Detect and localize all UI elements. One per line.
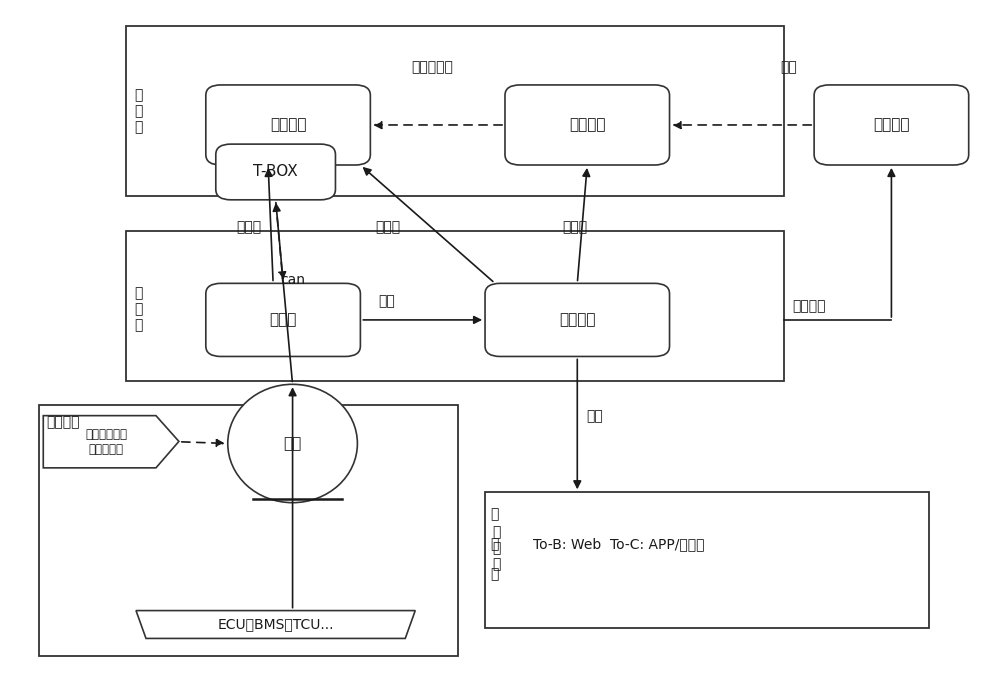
Text: 模
型
层: 模 型 层: [134, 88, 142, 135]
Text: 上线: 上线: [780, 61, 797, 75]
Polygon shape: [43, 416, 179, 468]
FancyBboxPatch shape: [485, 283, 670, 356]
Text: 自动化部署: 自动化部署: [411, 61, 453, 75]
Text: 天气、路况等
非行车数据: 天气、路况等 非行车数据: [85, 428, 127, 456]
Text: 离线开发: 离线开发: [873, 117, 910, 133]
FancyBboxPatch shape: [39, 405, 458, 656]
Text: 存放: 存放: [378, 294, 395, 308]
Text: 离线开发: 离线开发: [792, 299, 826, 313]
Text: 层: 层: [490, 568, 498, 582]
FancyBboxPatch shape: [505, 85, 670, 165]
Text: 非实时: 非实时: [562, 220, 587, 234]
FancyBboxPatch shape: [216, 144, 335, 200]
Text: can: can: [280, 273, 305, 287]
Text: 应: 应: [490, 507, 498, 521]
FancyBboxPatch shape: [126, 26, 784, 196]
FancyBboxPatch shape: [206, 85, 370, 165]
Text: 用: 用: [490, 538, 498, 552]
Polygon shape: [136, 611, 415, 638]
Text: 车辆: 车辆: [283, 436, 302, 451]
Text: 模型预测: 模型预测: [270, 117, 306, 133]
Text: 数
据
层: 数 据 层: [134, 286, 142, 332]
FancyBboxPatch shape: [485, 492, 929, 628]
Text: 实时值: 实时值: [236, 220, 261, 234]
Text: T-BOX: T-BOX: [253, 164, 298, 180]
Text: ECU、BMS、TCU...: ECU、BMS、TCU...: [217, 617, 334, 631]
FancyBboxPatch shape: [814, 85, 969, 165]
Text: 模型训练: 模型训练: [569, 117, 606, 133]
Text: 应
用
层: 应 用 层: [492, 525, 500, 571]
Text: To-B: Web  To-C: APP/小程序: To-B: Web To-C: APP/小程序: [533, 538, 704, 552]
Ellipse shape: [228, 384, 357, 503]
Text: 数据源层: 数据源层: [46, 416, 80, 430]
Text: 数据湖: 数据湖: [269, 312, 297, 327]
FancyBboxPatch shape: [126, 231, 784, 381]
Text: 调用: 调用: [586, 410, 603, 424]
FancyBboxPatch shape: [206, 283, 360, 356]
Text: 预测值: 预测值: [376, 220, 401, 234]
Text: 数据仓库: 数据仓库: [559, 312, 596, 327]
